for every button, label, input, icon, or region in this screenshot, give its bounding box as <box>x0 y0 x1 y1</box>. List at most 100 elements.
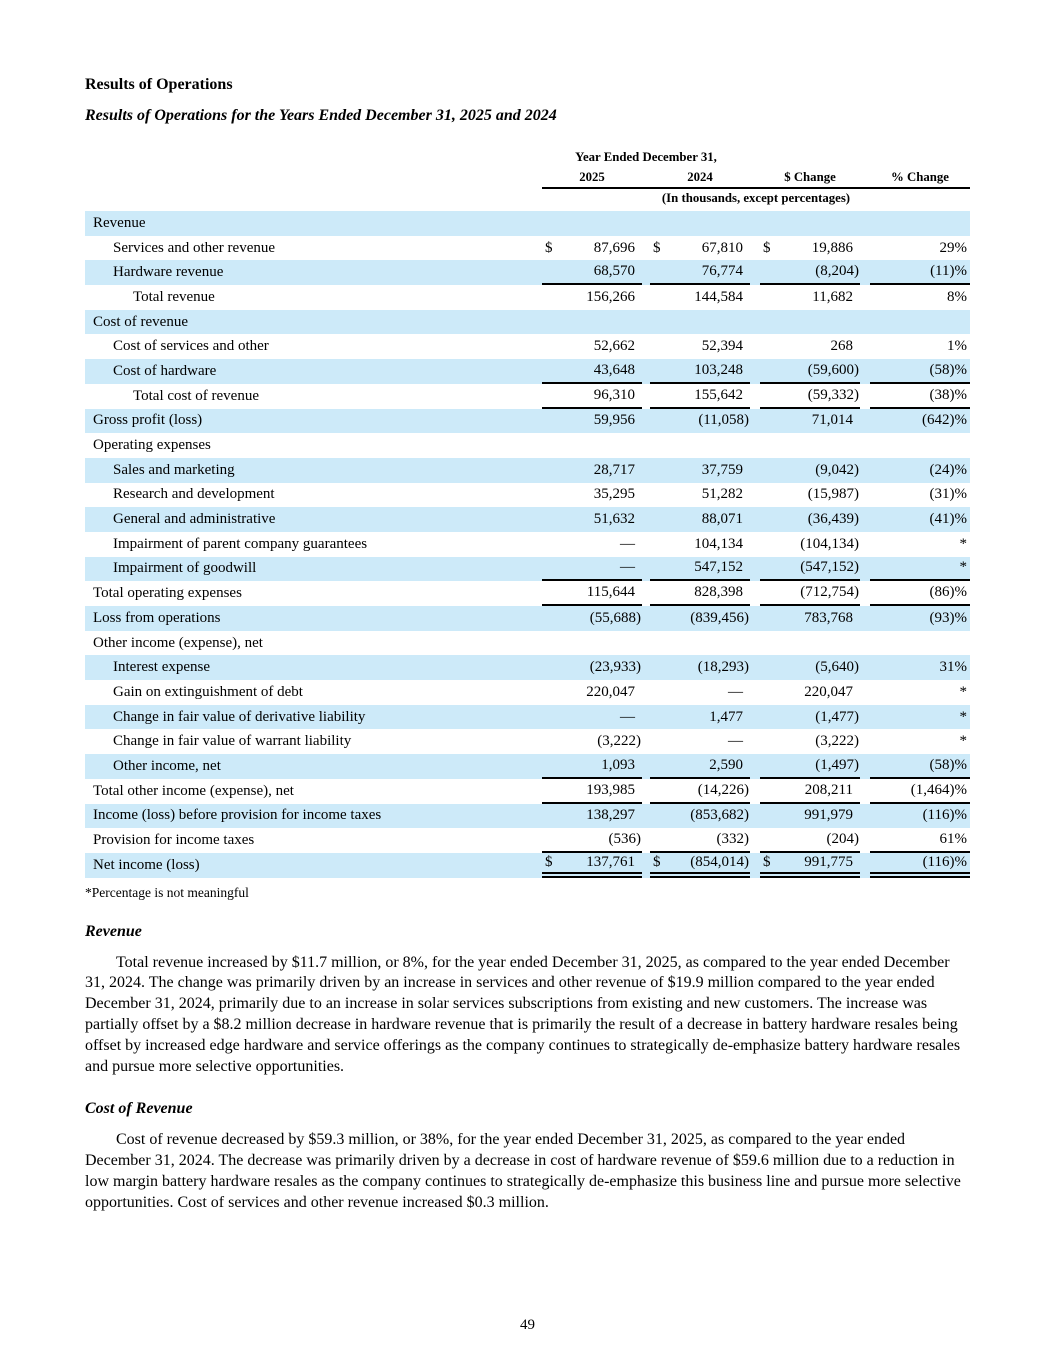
table-row: Gain on extinguishment of debt 220,047 —… <box>85 680 970 705</box>
table-row: Sales and marketing 28,717 37,759 (9,042… <box>85 457 970 483</box>
cell-pct-change: * <box>870 729 970 754</box>
cell-2024: 2,590 <box>650 754 750 779</box>
row-label: Gain on extinguishment of debt <box>113 683 303 700</box>
cell-pct-change: (11)% <box>870 260 970 286</box>
cell-pct-change: 1% <box>870 334 970 359</box>
value-2025: — <box>620 559 635 576</box>
cell-dollar-change: (59,332) <box>760 384 860 409</box>
value-2024: 37,759 <box>701 461 743 478</box>
cost-of-revenue-heading: Cost of Revenue <box>85 1100 193 1117</box>
row-label: Revenue <box>93 214 146 231</box>
value-pct-change: (116)% <box>922 807 967 824</box>
column-header-dollar-change: $ Change <box>784 170 836 184</box>
row-label: Net income (loss) <box>93 856 200 873</box>
value-2024: 144,584 <box>694 288 743 305</box>
value-2025: 156,266 <box>586 288 635 305</box>
value-dollar-change: 991,775 <box>804 853 853 870</box>
cell-dollar-change <box>760 310 860 335</box>
row-label: Research and development <box>113 486 275 503</box>
value-2025: 51,632 <box>593 511 635 528</box>
row-label: Hardware revenue <box>113 264 224 281</box>
value-2025: 43,648 <box>593 361 635 378</box>
value-dollar-change: (1,477) <box>815 708 859 725</box>
table-row: Interest expense (23,933) (18,293) (5,64… <box>85 655 970 681</box>
value-pct-change: (58)% <box>929 756 968 773</box>
cell-2024: 1,477 <box>650 705 750 730</box>
table-row: Impairment of goodwill — 547,152 (547,15… <box>85 556 970 582</box>
value-dollar-change: (104,134) <box>800 535 859 552</box>
value-dollar-change: (15,987) <box>807 486 859 503</box>
cell-dollar-change: (1,477) <box>760 705 860 730</box>
cell-dollar-change: (59,600) <box>760 359 860 384</box>
cell-2024: (839,456) <box>650 606 750 631</box>
cell-pct-change: (58)% <box>870 359 970 384</box>
cell-2025: 51,632 <box>542 507 642 532</box>
value-dollar-change: (3,222) <box>815 733 859 750</box>
cell-pct-change: * <box>870 705 970 730</box>
table-row: Research and development 35,295 51,282 (… <box>85 483 970 508</box>
value-2025: 220,047 <box>586 683 635 700</box>
cell-dollar-change: 991,979 <box>760 804 860 829</box>
value-2024: 2,590 <box>709 756 743 773</box>
table-row: Gross profit (loss) 59,956 (11,058) 71,0… <box>85 408 970 434</box>
row-label: Operating expenses <box>93 437 211 454</box>
cell-dollar-change: (36,439) <box>760 507 860 532</box>
cell-2025: 52,662 <box>542 334 642 359</box>
value-2024: 828,398 <box>694 584 743 601</box>
value-dollar-change: (5,640) <box>815 659 859 676</box>
value-dollar-change: (9,042) <box>815 461 859 478</box>
cell-pct-change: (116)% <box>870 853 970 878</box>
cell-2025: 68,570 <box>542 260 642 286</box>
row-label: Impairment of goodwill <box>113 560 257 577</box>
cell-2024: 103,248 <box>650 359 750 384</box>
row-label: Cost of revenue <box>93 313 188 330</box>
revenue-paragraph: Total revenue increased by $11.7 million… <box>85 953 961 1076</box>
cell-2024: (332) <box>650 828 750 853</box>
value-pct-change: (38)% <box>929 386 968 403</box>
cell-2025: $87,696 <box>542 236 642 261</box>
table-row: Other income (expense), net <box>85 631 970 656</box>
cell-2025 <box>542 211 642 236</box>
table-row: Operating expenses <box>85 433 970 458</box>
cell-dollar-change: 208,211 <box>760 779 860 804</box>
value-pct-change: (24)% <box>929 461 968 478</box>
value-dollar-change: (36,439) <box>807 511 859 528</box>
table-row: Change in fair value of warrant liabilit… <box>85 729 970 754</box>
value-dollar-change: 220,047 <box>804 683 853 700</box>
value-dollar-change: (547,152) <box>800 559 859 576</box>
cell-2025: 193,985 <box>542 779 642 804</box>
row-label: Gross profit (loss) <box>93 412 203 429</box>
row-label: Total operating expenses <box>93 585 242 602</box>
row-label: Cost of services and other <box>113 338 269 355</box>
cell-dollar-change: 220,047 <box>760 680 860 705</box>
cell-2025: 35,295 <box>542 483 642 508</box>
table-body: Revenue Services and other revenue $87,6… <box>85 211 970 878</box>
value-2024: 52,394 <box>701 338 743 355</box>
cell-2025: — <box>542 532 642 557</box>
value-2024: 103,248 <box>694 361 743 378</box>
cell-dollar-change: 783,768 <box>760 606 860 631</box>
value-dollar-change: (204) <box>826 831 860 848</box>
row-label: Impairment of parent company guarantees <box>113 535 368 552</box>
dollar-sign: $ <box>763 239 771 256</box>
cell-2025: 59,956 <box>542 409 642 434</box>
value-pct-change: 8% <box>947 288 967 305</box>
cell-2025: — <box>542 557 642 582</box>
cell-dollar-change: 268 <box>760 334 860 359</box>
cell-2024: 76,774 <box>650 260 750 286</box>
value-2025: 35,295 <box>593 486 635 503</box>
cell-dollar-change: $19,886 <box>760 236 860 261</box>
row-label: Change in fair value of warrant liabilit… <box>113 733 352 750</box>
cost-of-revenue-paragraph: Cost of revenue decreased by $59.3 milli… <box>85 1131 961 1211</box>
page-title: Results of Operations <box>85 76 233 93</box>
value-2025: 1,093 <box>601 756 635 773</box>
dollar-sign: $ <box>653 853 661 870</box>
value-2024: (11,058) <box>698 412 749 429</box>
value-dollar-change: 991,979 <box>804 807 853 824</box>
cell-pct-change: (642)% <box>870 409 970 434</box>
value-2024: 51,282 <box>701 486 743 503</box>
revenue-heading: Revenue <box>85 922 142 940</box>
cell-dollar-change: (1,497) <box>760 754 860 779</box>
value-pct-change: (116)% <box>922 853 967 870</box>
cell-2024 <box>650 310 750 335</box>
